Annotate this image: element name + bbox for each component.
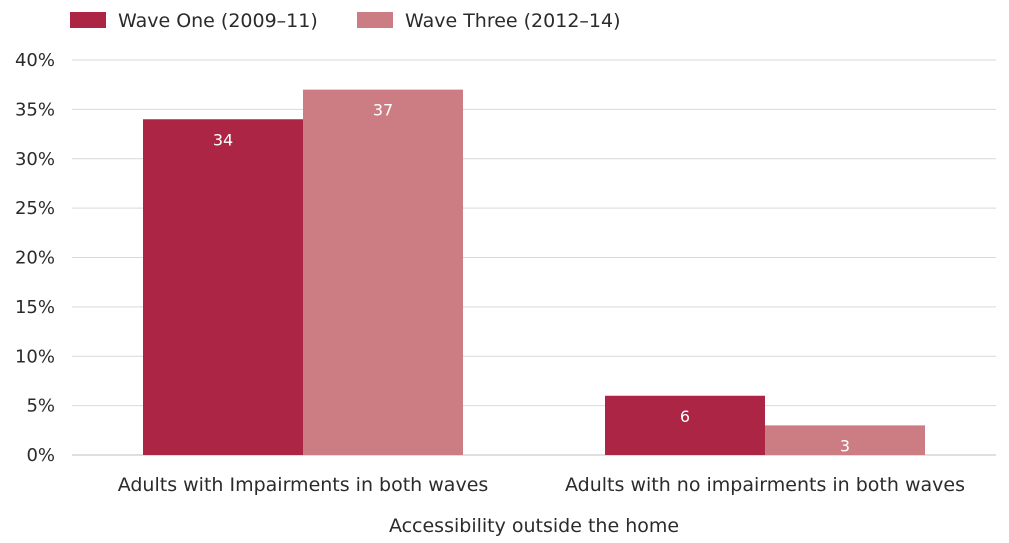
bars: 34 37 6 3	[143, 89, 925, 455]
x-category-label: Adults with Impairments in both waves	[118, 474, 489, 496]
y-tick-label: 15%	[15, 297, 55, 318]
legend-label: Wave One (2009–11)	[118, 10, 318, 32]
y-tick-label: 0%	[26, 445, 55, 466]
x-category-label: Adults with no impairments in both waves	[565, 474, 965, 496]
y-tick-label: 20%	[15, 248, 55, 269]
x-axis: Adults with Impairments in both waves Adu…	[118, 474, 965, 496]
y-tick-label: 30%	[15, 149, 55, 170]
y-axis: 0% 5% 10% 15% 20% 25% 30% 35% 40%	[15, 50, 55, 466]
y-tick-label: 5%	[26, 396, 55, 417]
x-axis-title: Accessibility outside the home	[389, 515, 679, 537]
legend-label: Wave Three (2012–14)	[405, 10, 621, 32]
bar-value-label: 37	[373, 101, 393, 120]
bar-value-label: 34	[213, 130, 233, 149]
legend: Wave One (2009–11) Wave Three (2012–14)	[70, 10, 621, 32]
y-tick-label: 10%	[15, 346, 55, 367]
y-tick-label: 25%	[15, 198, 55, 219]
bar-value-label: 6	[680, 407, 690, 426]
bar	[765, 425, 925, 455]
bar	[605, 395, 765, 455]
bar	[303, 89, 463, 455]
legend-swatch	[357, 12, 393, 28]
bar	[143, 119, 303, 455]
legend-swatch	[70, 12, 106, 28]
bar-value-label: 3	[840, 436, 850, 455]
y-tick-label: 35%	[15, 99, 55, 120]
y-tick-label: 40%	[15, 50, 55, 71]
